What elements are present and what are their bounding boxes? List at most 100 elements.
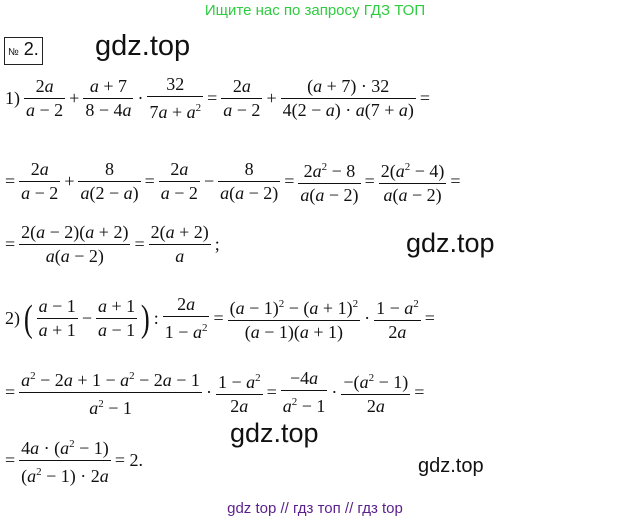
watermark: gdz.top: [95, 30, 191, 62]
numerator: 1 − a2: [217, 372, 261, 392]
number-sign: №: [8, 47, 19, 58]
equation-line: = a2 − 2a + 1 − a2 − 2a − 1 a2 − 1 · 1 − a2 2…: [3, 366, 426, 419]
denominator: a − 2: [19, 181, 61, 203]
denominator: a − 2: [221, 98, 263, 120]
fraction: 2(a − 2)(a + 2) a(a − 2): [19, 222, 131, 267]
operator: =: [5, 234, 16, 254]
operator: =: [213, 308, 224, 328]
fraction: 2a a − 2: [24, 76, 66, 121]
numerator: −4a: [290, 368, 319, 388]
operator: = 2.: [114, 450, 143, 470]
fraction: 2a 1 − a2: [162, 294, 210, 343]
denominator: a(a − 2): [218, 181, 281, 203]
denominator: (a − 1)(a + 1): [227, 320, 361, 343]
numerator: 8: [105, 159, 115, 179]
bottom-banner[interactable]: gdz top // гдз топ // гдз top: [227, 500, 403, 517]
denominator: a: [148, 244, 211, 267]
denominator: 2a: [215, 394, 263, 417]
operator: −: [81, 308, 92, 328]
denominator: a − 2: [24, 98, 66, 120]
denominator: a − 1: [95, 318, 138, 340]
operator: =: [5, 382, 16, 402]
fraction: 2a a − 2: [221, 76, 263, 121]
fraction: 2a2 − 8 a(a − 2): [298, 157, 361, 206]
numerator: 2a: [232, 76, 251, 96]
equation-line: = 4a · (a2 − 1) (a2 − 1) · 2a = 2.: [3, 434, 145, 487]
watermark: gdz.top: [230, 418, 319, 448]
operator: =: [419, 88, 431, 108]
fraction: 2(a2 − 4) a(a − 2): [378, 157, 447, 206]
denominator: 8 − 4a: [83, 98, 134, 120]
denominator: 2a: [341, 394, 411, 417]
numerator: 2a2 − 8: [303, 161, 356, 181]
fraction: 1 − a2 2a: [215, 368, 263, 417]
fraction: 2a a − 2: [19, 159, 61, 204]
operator: =: [266, 382, 277, 402]
fraction: 32 7a + a2: [147, 74, 204, 123]
operator: =: [364, 171, 375, 191]
equation-line: = 2a a − 2 +8 a(2 − a) = 2a a − 2−8 a(a − 2) = 2a2…: [3, 157, 463, 206]
numerator: (a + 7) · 32: [307, 76, 390, 96]
numerator: a − 1: [38, 296, 76, 316]
denominator: 1 − a2: [162, 316, 210, 343]
numerator: 2a: [35, 76, 54, 96]
watermark: gdz.top: [406, 228, 495, 258]
numerator: 8: [244, 159, 254, 179]
numerator: (a − 1)2 − (a + 1)2: [229, 298, 359, 318]
numerator: a2 − 2a + 1 − a2 − 2a − 1: [21, 370, 200, 390]
operator: ·: [331, 382, 338, 402]
denominator: a(a − 2): [19, 244, 131, 267]
operator: ;: [214, 234, 220, 254]
numerator: 2(a − 2)(a + 2): [21, 222, 129, 242]
fraction: 4a · (a2 − 1) (a2 − 1) · 2a: [19, 434, 111, 487]
operator: :: [153, 308, 159, 328]
numerator: a + 1: [97, 296, 136, 316]
fraction: (a − 1)2 − (a + 1)2 (a − 1)(a + 1): [227, 294, 361, 343]
numerator: 2(a2 − 4): [380, 161, 445, 181]
equation-line: = 2(a − 2)(a + 2) a(a − 2) = 2(a + 2) a;: [3, 222, 222, 267]
numerator: 4a · (a2 − 1): [21, 438, 109, 458]
big-parenthesis: ): [141, 297, 150, 340]
denominator: a − 2: [158, 181, 200, 203]
denominator: a(2 − a): [78, 181, 141, 203]
operator: 2): [5, 308, 20, 328]
operator: =: [424, 308, 435, 328]
numerator: 1 − a2: [376, 298, 419, 318]
numerator: 32: [166, 74, 185, 94]
watermark: gdz.top: [418, 455, 484, 477]
operator: 1): [5, 88, 20, 108]
denominator: 7a + a2: [147, 96, 204, 123]
fraction: 2a a − 2: [158, 159, 200, 204]
operator: =: [414, 382, 425, 402]
denominator: a(a − 2): [298, 183, 361, 205]
operator: ·: [137, 88, 144, 108]
operator: =: [134, 234, 145, 254]
fraction: 2(a + 2) a: [148, 222, 211, 267]
numerator: 2a: [30, 159, 49, 179]
operator: ·: [205, 382, 212, 402]
denominator: (a2 − 1) · 2a: [19, 460, 111, 487]
fraction: 1 − a2 2a: [374, 294, 421, 343]
numerator: 2a: [170, 159, 189, 179]
operator: +: [64, 171, 75, 191]
task-number: № 2.: [4, 37, 43, 65]
denominator: 4(2 − a) · a(7 + a): [280, 98, 416, 120]
fraction: 8 a(2 − a): [78, 159, 141, 204]
task-number-value: 2.: [23, 39, 39, 59]
numerator: a + 7: [89, 76, 127, 96]
operator: −: [203, 171, 215, 191]
fraction: a2 − 2a + 1 − a2 − 2a − 1 a2 − 1: [19, 366, 202, 419]
top-banner[interactable]: Ищите нас по запросу ГДЗ ТОП: [204, 2, 426, 19]
operator: +: [69, 88, 80, 108]
fraction: −(a2 − 1) 2a: [341, 368, 411, 417]
big-parenthesis: (: [23, 297, 33, 340]
operator: =: [450, 171, 461, 191]
denominator: a + 1: [36, 318, 78, 340]
fraction: 8 a(a − 2): [218, 159, 281, 204]
denominator: a(a − 2): [378, 183, 447, 206]
